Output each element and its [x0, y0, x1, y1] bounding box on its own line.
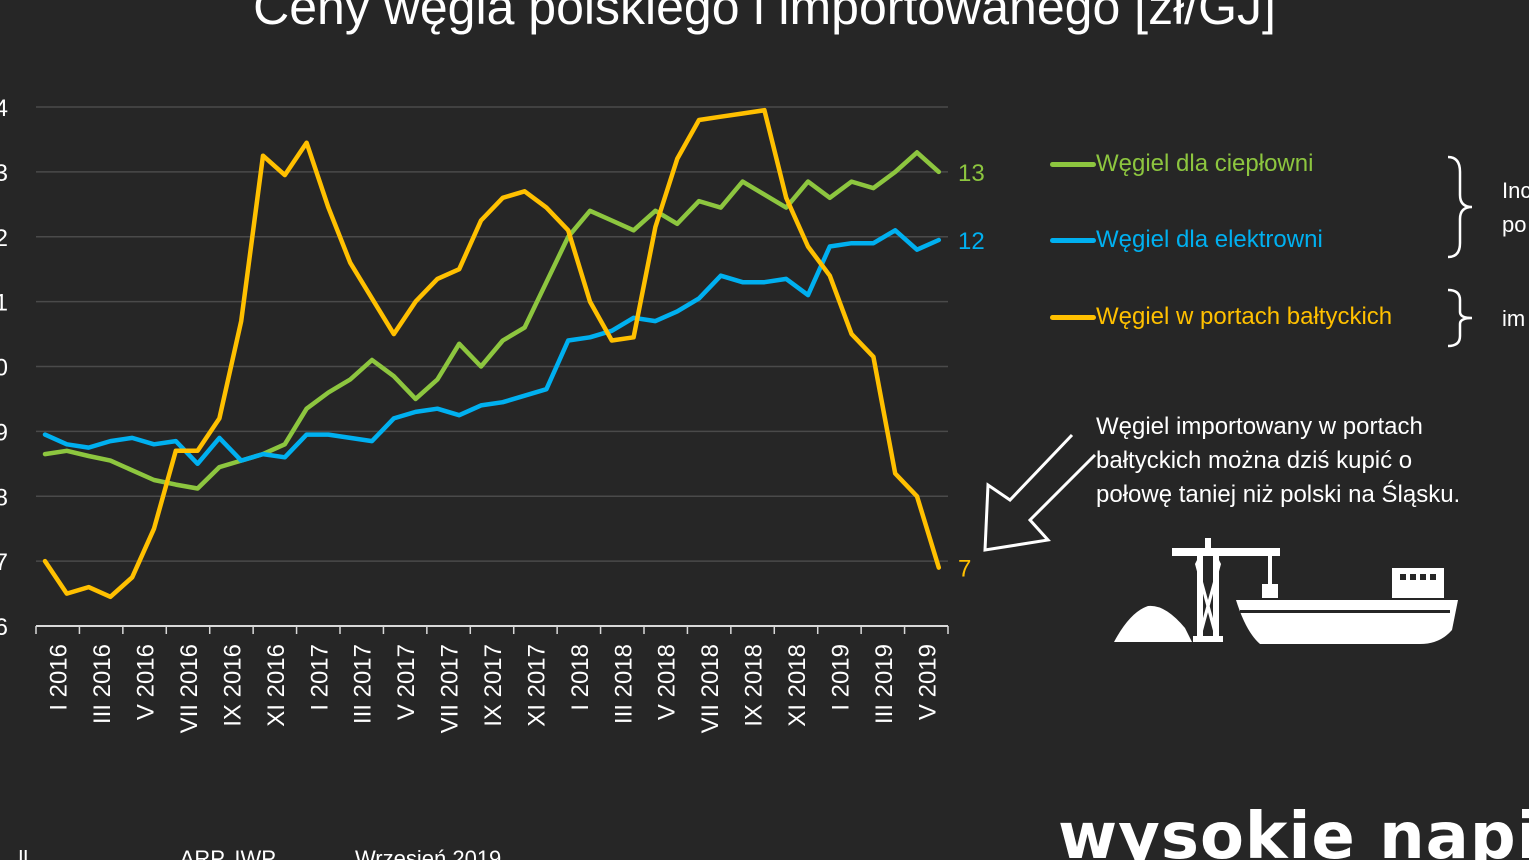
y-tick-label: 9: [0, 419, 8, 446]
x-tick-label: V 2018: [654, 644, 681, 720]
legend-swatch-cieplowni: [1050, 161, 1096, 167]
brace-bottom-label: im: [1502, 306, 1526, 331]
x-tick-label: V 2016: [133, 644, 160, 720]
x-tick-label: VII 2018: [697, 644, 724, 733]
x-tick-label: VII 2016: [176, 644, 203, 733]
x-tick-label: IX 2017: [480, 644, 507, 727]
y-tick-label: 3: [0, 160, 8, 187]
x-axis: [35, 625, 949, 634]
port-ship-illustration-icon: [1114, 538, 1458, 644]
x-tick-label: XI 2018: [784, 644, 811, 727]
series-line-2: [42, 107, 942, 600]
legend-swatch-porty: [1050, 314, 1096, 320]
legend-item-elektrowni: Węgiel dla elektrowni: [1050, 226, 1323, 254]
series-lines: [42, 107, 942, 600]
y-tick-label: 2: [0, 225, 8, 252]
legend-swatch-elektrowni: [1050, 237, 1096, 243]
x-tick-label: I 2018: [567, 644, 594, 711]
y-tick-label: 6: [0, 614, 8, 641]
note-line-1: Węgiel importowany w portach: [1096, 413, 1423, 440]
x-tick-label: I 2016: [46, 644, 73, 711]
legend-label-porty: Węgiel w portach bałtyckich: [1096, 303, 1393, 330]
x-tick-label: XI 2016: [263, 644, 290, 727]
y-axis-tick-labels: 6 7 8 9 0 1 2 3 4: [0, 95, 8, 641]
series-line-0: [42, 150, 942, 491]
y-tick-label: 4: [0, 95, 8, 122]
series-line-1: [42, 228, 942, 467]
legend-item-cieplowni: Węgiel dla ciepłowni: [1050, 150, 1313, 178]
legend-label-elektrowni: Węgiel dla elektrowni: [1096, 226, 1323, 253]
note-line-2: bałtyckich można dziś kupić o: [1096, 447, 1413, 474]
y-tick-label: 7: [0, 549, 8, 576]
x-tick-label: III 2018: [610, 644, 637, 724]
x-tick-label: III 2017: [350, 644, 377, 724]
brace-top-label-line1: Inc: [1502, 178, 1529, 203]
x-tick-label: IX 2016: [219, 644, 246, 727]
x-tick-label: IX 2018: [741, 644, 768, 727]
x-tick-label: V 2017: [393, 644, 420, 720]
wysokie-napiecie-logo: wysokie napiecie: [1058, 800, 1529, 860]
y-tick-label: 0: [0, 355, 8, 382]
series-end-label-1: 12: [958, 228, 985, 255]
x-tick-label: I 2017: [306, 644, 333, 711]
legend-label-cieplowni: Węgiel dla ciepłowni: [1096, 150, 1314, 177]
series-end-label-2: 7: [958, 556, 971, 583]
x-tick-label: III 2016: [89, 644, 116, 724]
x-tick-label: V 2019: [914, 644, 941, 720]
x-tick-label: VII 2017: [437, 644, 464, 733]
chart-title: Ceny węgla polskiego i importowanego [zł…: [253, 0, 1276, 35]
y-tick-label: 1: [0, 290, 8, 317]
brace-bottom-icon: [1447, 288, 1473, 348]
x-tick-label: XI 2017: [523, 644, 550, 727]
brace-top-label-line2: po: [1502, 212, 1527, 237]
arrow-icon: [983, 433, 1097, 552]
note-line-3: połowę taniej niż polski na Śląsku.: [1096, 481, 1461, 508]
legend-item-porty: Węgiel w portach bałtyckich: [1050, 303, 1392, 331]
x-axis-tick-labels: I 2016 III 2016 V 2016 VII 2016 IX 2016 XI 20…: [46, 644, 942, 733]
y-tick-label: 8: [0, 484, 8, 511]
source-note: ...ll ... ... ... ... ... ... ARP, IWP .…: [0, 846, 502, 860]
annotation-note: Węgiel importowany w portach bałtyckich …: [1096, 410, 1516, 512]
grid-lines: [36, 106, 948, 562]
x-tick-label: III 2019: [871, 644, 898, 724]
brace-top-icon: [1447, 155, 1473, 259]
series-end-labels: 13 12 7: [958, 160, 985, 583]
series-end-label-0: 13: [958, 160, 985, 187]
x-tick-label: I 2019: [827, 644, 854, 711]
